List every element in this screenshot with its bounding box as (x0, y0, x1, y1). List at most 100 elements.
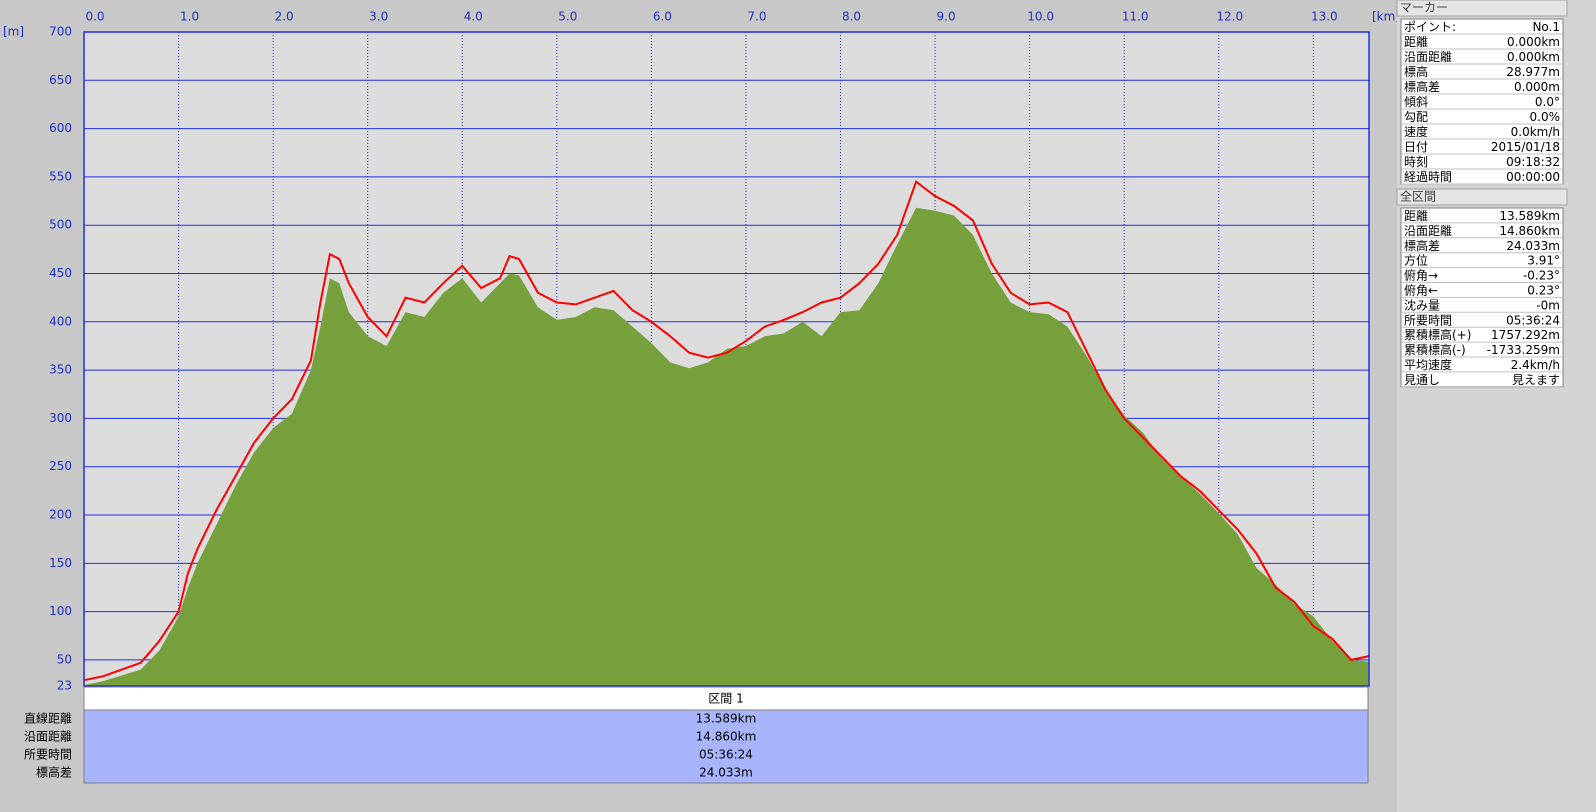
y-tick-label: 400 (49, 314, 72, 328)
row-value: 05:36:24 (699, 748, 753, 762)
y-tick-label: 450 (49, 266, 72, 280)
terrain-area (84, 207, 1369, 687)
panel-value: 05:36:24 (1506, 313, 1560, 327)
row-value: 13.589km (696, 712, 757, 726)
section-header: 区間 1 (708, 692, 743, 706)
y-tick-label: 50 (57, 652, 72, 666)
x-tick-label: 13.0 (1311, 10, 1338, 24)
panel-key: 俯角← (1404, 282, 1438, 297)
panel-key: 沿面距離 (1404, 224, 1452, 238)
y-tick-label: 250 (49, 459, 72, 473)
x-tick-label: 1.0 (180, 10, 199, 24)
x-tick-label: 7.0 (747, 10, 766, 24)
x-tick-label: 6.0 (653, 10, 672, 24)
y-tick-label: 350 (49, 363, 72, 377)
x-tick-label: 3.0 (369, 10, 388, 24)
panel-key: 方位 (1404, 253, 1428, 268)
panel-key: 距離 (1404, 209, 1428, 223)
y-axis-unit: [m] (3, 25, 24, 39)
y-tick-label: 700 (49, 25, 72, 39)
panel-key: 沈み量 (1404, 297, 1440, 312)
panel-key: 平均速度 (1404, 357, 1452, 372)
panel-title-bar (1396, 188, 1568, 206)
panel-value: No.1 (1532, 20, 1560, 34)
panel-key: 勾配 (1404, 110, 1428, 124)
x-tick-label: 0.0 (85, 10, 104, 24)
plot (83, 31, 1370, 687)
panel-value: 0.000km (1507, 35, 1560, 49)
row-label: 沿面距離 (24, 730, 72, 744)
x-tick-label: 2.0 (275, 10, 294, 24)
panel-box (1400, 18, 1564, 185)
panel-value: 0.0% (1530, 110, 1561, 124)
x-tick-label: 8.0 (842, 10, 861, 24)
panel-value: 0.0° (1535, 95, 1560, 109)
panel-key: 標高差 (1404, 238, 1440, 253)
panel-value: 0.0km/h (1511, 125, 1560, 139)
panel-value: 2015/01/18 (1491, 140, 1560, 154)
panel-title: 全区間 (1400, 189, 1436, 204)
row-label: 標高差 (36, 765, 72, 780)
panel-value: 13.589km (1499, 209, 1560, 223)
panel-key: 経過時間 (1404, 170, 1452, 184)
section-body (83, 709, 1369, 784)
x-tick-label: 5.0 (558, 10, 577, 24)
plot-frame (83, 31, 1370, 687)
track-line (83, 180, 1370, 682)
panel-key: 速度 (1404, 124, 1428, 139)
panel-value: 14.860km (1499, 224, 1560, 238)
row-label: 直線距離 (24, 711, 72, 726)
panel-key: 沿面距離 (1404, 50, 1452, 64)
panel-key: 見通し (1404, 373, 1440, 387)
panel-value: 0.23° (1527, 283, 1560, 297)
panel-value: 0.000m (1514, 80, 1560, 94)
panel-value: 2.4km/h (1511, 358, 1560, 372)
x-tick-label: 10.0 (1027, 10, 1054, 24)
section-table: 直線距離 13.589km 沿面距離 14.860km 所要時間 05:36:24 標高差 2… (24, 711, 756, 780)
row-label: 所要時間 (24, 748, 72, 762)
x-tick-label: 4.0 (464, 10, 483, 24)
panel-key: ポイント: (1404, 20, 1456, 34)
panel-key: 距離 (1404, 35, 1428, 49)
y-tick-label: 23 (57, 679, 72, 693)
panel-value: 見えます (1512, 373, 1560, 387)
panel-value: 1757.292m (1491, 328, 1560, 342)
panel-value: 0.000km (1507, 50, 1560, 64)
x-tick-label: 12.0 (1216, 10, 1243, 24)
panel-title: マーカー (1400, 1, 1448, 15)
panel-value: 24.033m (1506, 239, 1560, 253)
y-tick-label: 550 (49, 169, 72, 183)
row-value: 14.860km (696, 730, 757, 744)
y-tick-label: 300 (49, 411, 72, 425)
panel-key: 傾斜 (1404, 95, 1428, 109)
y-tick-label: 600 (49, 121, 72, 135)
panel-key: 標高 (1404, 64, 1428, 79)
panel-value: -0m (1536, 298, 1560, 312)
x-axis-unit: [km] (1372, 10, 1400, 24)
panel-key: 累積標高(+) (1404, 327, 1471, 342)
panel-title-bar (1396, 0, 1568, 17)
y-tick-label: 500 (49, 218, 72, 232)
panel-value: -0.23° (1523, 269, 1560, 283)
panel-key: 所要時間 (1404, 313, 1452, 327)
panel-value: 09:18:32 (1506, 155, 1560, 169)
panel-value: 00:00:00 (1506, 170, 1560, 184)
x-tick-label: 11.0 (1122, 10, 1149, 24)
panel-key: 標高差 (1404, 79, 1440, 94)
panel-value: 3.91° (1527, 254, 1560, 268)
y-tick-label: 200 (49, 508, 72, 522)
panel-key: 累積標高(-) (1404, 342, 1466, 357)
panel-value: 28.977m (1506, 65, 1560, 79)
panel-key: 俯角→ (1404, 268, 1438, 283)
row-value: 24.033m (699, 766, 753, 780)
panel-value: -1733.259m (1487, 343, 1560, 357)
panel-key: 日付 (1404, 140, 1428, 154)
y-tick-label: 100 (49, 604, 72, 618)
x-tick-label: 9.0 (937, 10, 956, 24)
y-tick-label: 150 (49, 556, 72, 570)
y-tick-label: 650 (49, 73, 72, 87)
panel-key: 時刻 (1404, 155, 1428, 169)
